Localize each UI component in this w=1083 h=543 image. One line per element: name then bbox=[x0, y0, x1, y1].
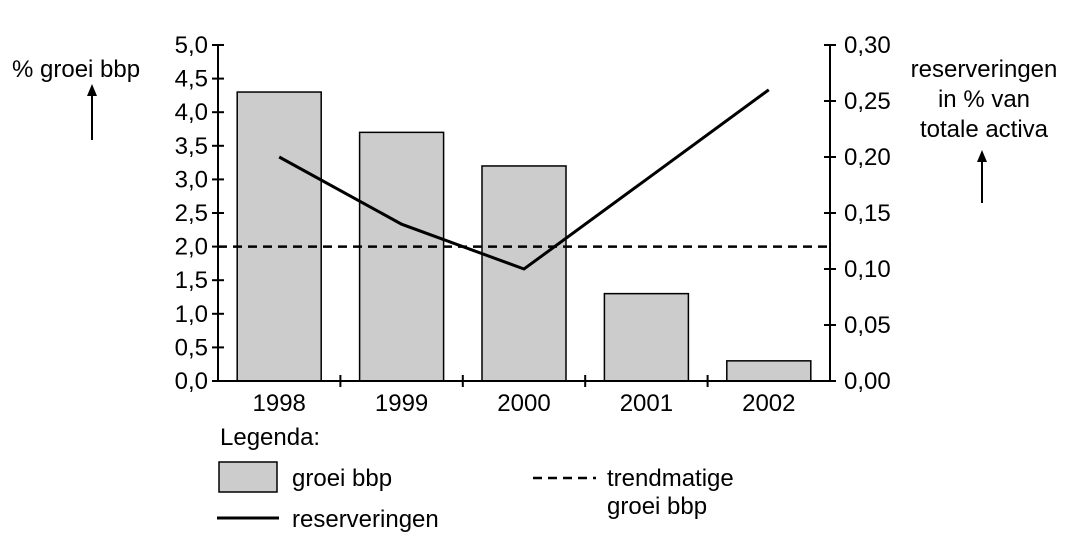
left-tick-label: 5,0 bbox=[175, 32, 208, 59]
left-tick-label: 0,5 bbox=[175, 334, 208, 361]
left-tick-label: 1,0 bbox=[175, 301, 208, 328]
right-axis-title-line1: reserveringen bbox=[911, 56, 1058, 83]
left-tick-label: 4,0 bbox=[175, 99, 208, 126]
legend-bar-label: groei bbp bbox=[292, 465, 392, 492]
left-tick-label: 4,5 bbox=[175, 66, 208, 93]
left-tick-label: 3,5 bbox=[175, 133, 208, 160]
legend-bar-swatch bbox=[218, 461, 278, 493]
x-tick-label: 2001 bbox=[620, 390, 673, 417]
legend-title: Legenda: bbox=[220, 424, 320, 451]
legend: Legenda: groei bbp reserveringen trendma… bbox=[217, 424, 734, 533]
right-tick-label: 0,25 bbox=[844, 88, 891, 115]
left-tick-label: 3,0 bbox=[175, 166, 208, 193]
bar-2001 bbox=[603, 292, 690, 382]
right-tick-label: 0,00 bbox=[844, 368, 891, 395]
left-tick-label: 2,5 bbox=[175, 200, 208, 227]
right-axis-title-line3: totale activa bbox=[920, 116, 1049, 143]
right-tick-label: 0,15 bbox=[844, 200, 891, 227]
bar-2002 bbox=[726, 360, 812, 382]
line-series bbox=[278, 88, 770, 271]
right-tick-label: 0,10 bbox=[844, 256, 891, 283]
legend-line-label: reserveringen bbox=[292, 506, 439, 533]
left-tick-label: 0,0 bbox=[175, 368, 208, 395]
left-tick-label: 2,0 bbox=[175, 234, 208, 261]
right-tick-label: 0,20 bbox=[844, 144, 891, 171]
axes: 0,0 0,5 1,0 1,5 2,0 2,5 3,0 3,5 4,0 4,5 5,0 0,00 0,0… bbox=[175, 32, 891, 417]
bar-1999 bbox=[358, 131, 445, 382]
bar-1998 bbox=[236, 91, 322, 382]
x-tick-label: 2002 bbox=[742, 390, 795, 417]
right-tick-label: 0,05 bbox=[844, 312, 891, 339]
x-tick-label: 1999 bbox=[375, 390, 428, 417]
right-tick-label: 0,30 bbox=[844, 32, 891, 59]
right-axis-up-arrow bbox=[977, 150, 987, 203]
bar-2000 bbox=[481, 165, 567, 382]
left-axis-title: % groei bbp bbox=[12, 56, 140, 83]
legend-trend-label-line1: trendmatige bbox=[607, 465, 734, 492]
left-tick-label: 1,5 bbox=[175, 267, 208, 294]
x-tick-label: 1998 bbox=[253, 390, 306, 417]
right-axis-title-line2: in % van bbox=[938, 86, 1030, 113]
left-axis-up-arrow bbox=[87, 84, 97, 140]
legend-trend-label-line2: groei bbp bbox=[607, 493, 707, 520]
x-tick-label: 2000 bbox=[497, 390, 550, 417]
bar-series bbox=[236, 91, 812, 382]
reserveringen-line bbox=[278, 88, 770, 271]
